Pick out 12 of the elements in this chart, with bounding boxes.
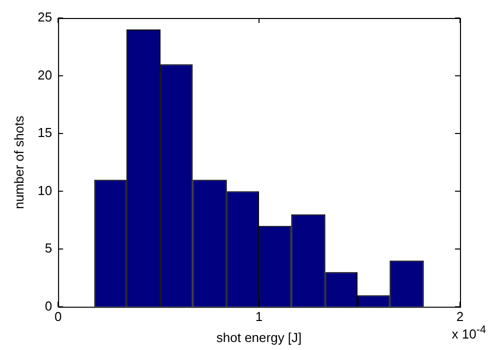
- y-tick-label: 0: [44, 298, 52, 314]
- y-tick-label: 25: [38, 10, 52, 25]
- y-tick-label: 10: [38, 182, 52, 198]
- y-tick-label: 20: [38, 67, 52, 82]
- x-tick-label: 0: [54, 309, 62, 324]
- y-tick-label: 15: [38, 125, 52, 140]
- y-axis-title: number of shots: [11, 115, 26, 210]
- x-axis-title: shot energy [J]: [216, 330, 302, 345]
- y-tick-label: 5: [44, 240, 52, 256]
- text: x 10$^{-4}$: [452, 324, 486, 342]
- x-tick-label: 2: [456, 309, 464, 324]
- x-tick-label: 1: [255, 309, 263, 324]
